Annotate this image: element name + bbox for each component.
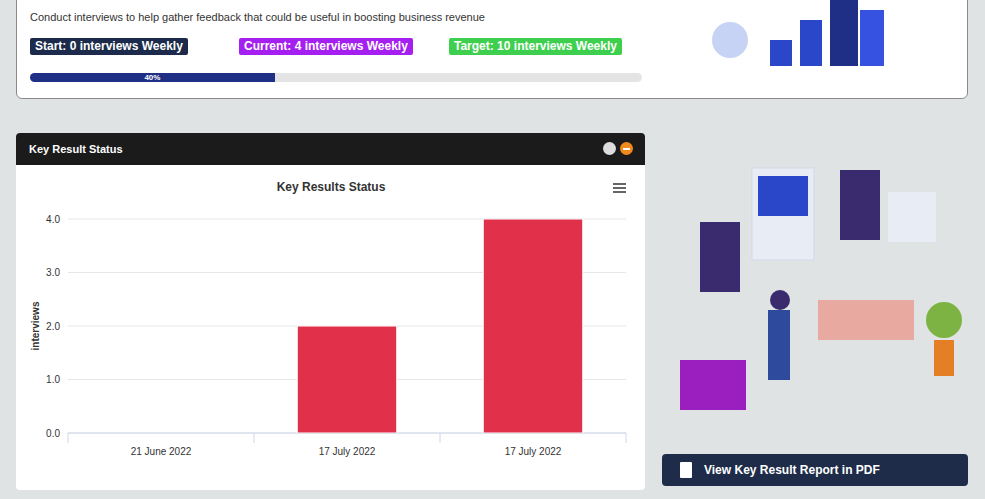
deco-shape [818, 300, 914, 340]
chart-svg: Key Results Status 0.0 1.0 2.0 3.0 4.0 intervi… [0, 0, 985, 499]
deco-shape [888, 192, 936, 242]
deco-shape [770, 290, 790, 310]
badge: Target: 10 interviews Weekly [449, 38, 622, 55]
deco-shape [926, 302, 962, 338]
deco-shape [800, 20, 822, 66]
deco-shape [700, 222, 740, 292]
badge: Start: 0 interviews Weekly [30, 38, 188, 55]
description: Conduct interviews to help gather feedba… [30, 11, 485, 23]
y-tick-label: 0.0 [46, 428, 60, 439]
x-tick [254, 433, 255, 443]
panel-title: Key Result Status [29, 143, 123, 155]
objective-card: Conduct interviews to help gather feedba… [16, 0, 968, 99]
x-tick-label: 17 July 2022 [319, 446, 376, 457]
x-tick [440, 433, 441, 443]
x-tick [626, 433, 627, 443]
progress-label: 40% [30, 73, 275, 82]
deco-shape [840, 170, 880, 240]
deco-shape [680, 360, 746, 410]
deco-shape [860, 10, 884, 66]
badge: Current: 4 interviews Weekly [239, 38, 413, 55]
pdf-icon [680, 462, 692, 478]
deco-shape [758, 176, 808, 216]
deco-shape [830, 0, 858, 66]
deco-shape [768, 310, 790, 380]
progress-track: 40% [30, 73, 642, 82]
y-tick-label: 1.0 [46, 374, 60, 385]
minus [623, 148, 630, 150]
y-tick-label: 4.0 [46, 214, 60, 225]
collapse-icon[interactable] [620, 142, 633, 155]
y-tick-label: 3.0 [46, 267, 60, 278]
deco-shape [934, 340, 954, 376]
y-axis-title: interviews [30, 301, 41, 350]
bar [483, 219, 583, 433]
menu-icon[interactable] [613, 191, 626, 193]
panel-header: Key Result Status [16, 133, 645, 165]
button-label: View Key Result Report in PDF [704, 463, 880, 477]
x-tick-label: 21 June 2022 [131, 446, 192, 457]
bar [111, 433, 211, 434]
move-icon [603, 142, 616, 155]
deco-shape [712, 22, 748, 58]
x-tick-label: 17 July 2022 [505, 446, 562, 457]
menu-icon[interactable] [613, 187, 626, 189]
x-tick [68, 433, 69, 443]
bar [297, 326, 397, 433]
chart-title: Key Results Status [277, 180, 386, 194]
pdf-button[interactable]: View Key Result Report in PDF [662, 454, 968, 486]
menu-icon[interactable] [613, 183, 626, 185]
y-tick-label: 2.0 [46, 321, 60, 332]
deco-shape [752, 168, 814, 260]
y-axis [68, 219, 69, 433]
illustration [680, 0, 962, 410]
deco-shape [770, 40, 792, 66]
bars [297, 219, 583, 433]
